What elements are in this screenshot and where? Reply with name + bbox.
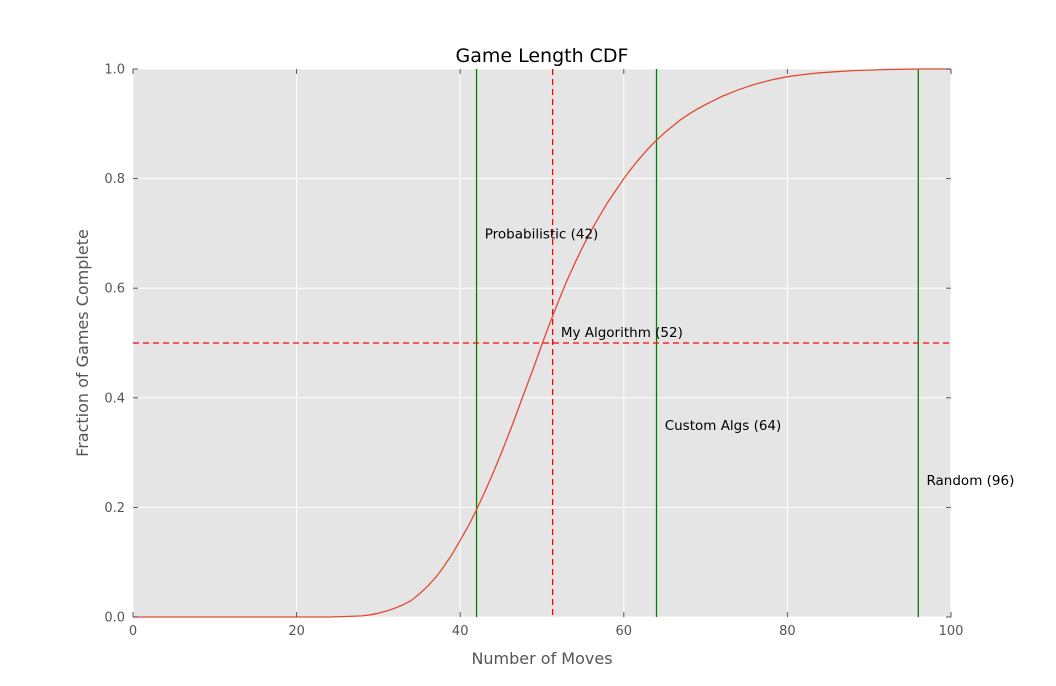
cdf-line <box>133 68 951 618</box>
x-tick-label: 100 <box>939 624 964 639</box>
annotations-layer: Probabilistic (42) My Algorithm (52) Custo… <box>485 226 1015 489</box>
x-axis-label: Number of Moves <box>471 649 612 668</box>
chart-title: Game Length CDF <box>455 45 628 67</box>
x-tick-label: 60 <box>616 624 633 639</box>
reference-lines <box>133 69 951 617</box>
annotation-label: Probabilistic (42) <box>485 226 599 242</box>
series-layer <box>133 68 951 618</box>
annotation-label: My Algorithm (52) <box>561 325 683 341</box>
y-tick-label: 1.0 <box>104 63 125 78</box>
x-tick-label: 40 <box>452 624 469 639</box>
tick-marks <box>132 68 952 618</box>
tick-labels: 0 20 40 60 80 100 0.0 0.2 0.4 0.6 0.8 1.0 <box>104 63 963 640</box>
annotation-label: Custom Algs (64) <box>665 418 782 434</box>
x-tick-label: 80 <box>779 624 796 639</box>
y-axis-label: Fraction of Games Complete <box>73 229 92 457</box>
y-tick-label: 0.8 <box>104 172 125 187</box>
y-tick-label: 0.6 <box>104 282 125 297</box>
y-tick-label: 0.0 <box>104 611 125 626</box>
y-tick-label: 0.4 <box>104 391 125 406</box>
y-tick-label: 0.2 <box>104 501 125 516</box>
x-tick-label: 20 <box>288 624 305 639</box>
annotation-label: Random (96) <box>926 473 1014 489</box>
x-tick-label: 0 <box>129 624 137 639</box>
